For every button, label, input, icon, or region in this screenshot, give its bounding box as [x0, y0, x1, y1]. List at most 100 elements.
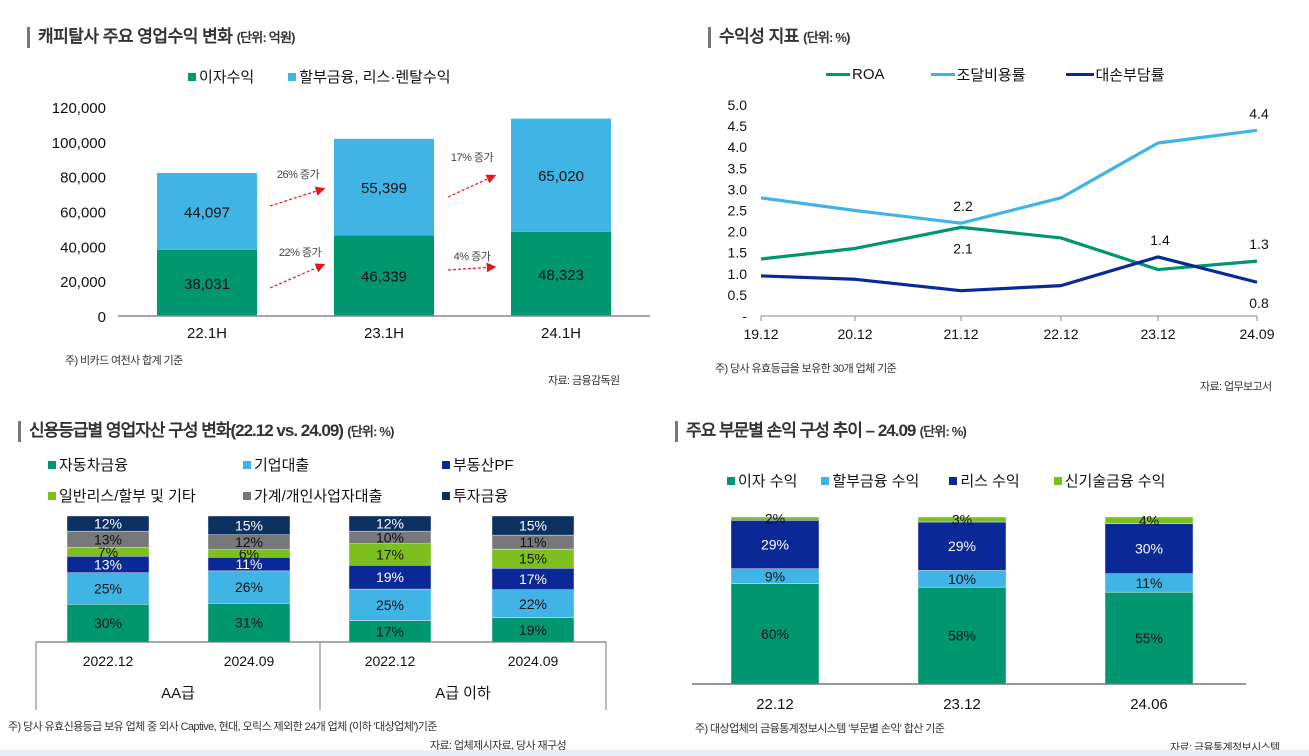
data-label: 12% — [235, 534, 263, 550]
growth-arrow — [269, 186, 326, 207]
bar-segment — [207, 515, 291, 535]
x-tick-label: 24.1H — [541, 325, 581, 342]
legend-swatch-household — [243, 491, 251, 500]
legend-label-interest: 이자수익 — [199, 69, 255, 86]
rating-assets-legend-row1: 자동차금융 기업대출 부동산PF — [48, 454, 514, 475]
legend-label-newtech: 신기술금융 수익 — [1064, 473, 1166, 490]
series-line-대손부담률 — [760, 255, 1258, 293]
data-label: 17% — [519, 571, 547, 587]
bar-segment — [348, 515, 432, 532]
legend-label-installment: 할부금융 수익 — [832, 473, 920, 490]
legend-line-roa — [826, 73, 850, 76]
legend-swatch-interest — [727, 476, 735, 485]
legend-label-interest: 이자 수익 — [738, 473, 798, 490]
segment-income-chart: 60% 9% 29% 2% 22.12 58% 10% 29% 3% 23.12 55% 11% 30%… — [692, 511, 1246, 713]
series-line-조달비용률 — [760, 128, 1258, 225]
data-label: 1.4 — [1150, 232, 1170, 248]
bar-segment — [66, 603, 150, 643]
legend-swatch-corporate — [243, 460, 251, 469]
profitability-legend: ROA 조달비용률 대손부담률 — [826, 64, 1165, 85]
profitability-chart-title: 수익성 지표 (단위: %) — [708, 27, 850, 48]
group-label: AA급 — [161, 685, 195, 702]
bar-segment — [334, 235, 434, 316]
x-tick-label: 23.1H — [364, 325, 404, 342]
y-tick-label: 60,000 — [60, 205, 106, 222]
bottom-divider — [0, 750, 1309, 756]
bar-segment — [207, 603, 291, 643]
data-label: 9% — [765, 568, 785, 584]
data-label: 10% — [376, 529, 404, 545]
data-label: 11% — [1136, 575, 1163, 591]
rating-assets-source: 자료: 업체제시자료, 당사 재구성 — [430, 740, 567, 752]
x-tick-label: 19.12 — [743, 326, 778, 342]
title-unit: (단위: %) — [803, 30, 850, 45]
data-label: 25% — [94, 580, 122, 596]
data-label: 4.4 — [1249, 105, 1269, 121]
segment-income-legend: 이자 수익 할부금융 수익 리스 수익 신기술금융 수익 — [727, 470, 1166, 491]
data-label: 15% — [235, 517, 263, 533]
data-label: 22% — [519, 596, 547, 612]
bar-segment — [334, 138, 434, 236]
group-label: A급 이하 — [435, 685, 491, 702]
y-tick-label: 2.0 — [728, 224, 748, 240]
data-label: 11% — [236, 556, 263, 572]
data-label: 12% — [376, 516, 404, 532]
data-label: 58% — [948, 628, 976, 644]
x-tick-label: 22.12 — [756, 696, 794, 713]
x-tick-label: 24.06 — [1130, 696, 1168, 713]
legend-swatch-lease — [949, 476, 958, 485]
legend-label-auto: 자동차금융 — [59, 457, 129, 474]
data-label: 30% — [1135, 541, 1163, 557]
data-label: 46,339 — [361, 269, 407, 286]
legend-label-investment: 투자금융 — [453, 488, 509, 505]
y-tick-label: 20,000 — [60, 274, 106, 291]
title-unit: (단위: %) — [347, 424, 394, 439]
data-label: 15% — [519, 551, 547, 567]
x-tick-label: 2024.09 — [508, 653, 559, 669]
title-text: 수익성 지표 — [719, 27, 799, 46]
bar-segment — [917, 516, 1007, 523]
y-tick-label: 1.5 — [728, 245, 748, 261]
legend-line-credit-cost — [1065, 73, 1094, 76]
rating-assets-note: 주) 당사 유효신용등급 보유 업체 중 외사 Captive, 현대, 오릭스… — [8, 721, 437, 733]
data-label: 55,399 — [361, 180, 407, 197]
y-tick-label: 1.0 — [728, 266, 748, 282]
bar-segment — [348, 588, 432, 621]
rating-assets-chart-title: 신용등급별 영업자산 구성 변화(22.12 vs. 24.09) (단위: %… — [18, 421, 395, 442]
y-tick-label: 0.5 — [728, 287, 748, 303]
bar-segment — [157, 172, 257, 250]
bar-segment — [917, 521, 1007, 571]
bar-segment — [511, 231, 611, 316]
y-tick-label: 80,000 — [60, 170, 106, 187]
x-tick-label: 23.12 — [1140, 326, 1175, 342]
segment-income-chart-title: 주요 부문별 손익 구성 추이 – 24.09 (단위: %) — [675, 421, 967, 442]
legend-label-installment: 할부금융, 리스·렌탈수익 — [299, 69, 451, 86]
y-tick-label: 4.0 — [728, 139, 748, 155]
bar-segment — [157, 249, 257, 316]
x-tick-label: 2024.09 — [224, 653, 275, 669]
revenue-note: 주) 비카드 여전사 합계 기준 — [65, 355, 183, 367]
bar-segment — [1104, 516, 1194, 524]
data-label: 55% — [1135, 630, 1163, 646]
y-tick-label: 100,000 — [52, 135, 106, 152]
data-label: 11% — [520, 534, 547, 550]
bar-segment — [730, 516, 820, 521]
data-label: 2% — [765, 511, 785, 527]
title-unit: (단위: %) — [919, 424, 967, 439]
title-unit: (단위: 억원) — [236, 30, 296, 45]
x-tick-label: 24.09 — [1239, 326, 1274, 342]
bar-segment — [66, 515, 150, 532]
data-label: 13% — [94, 557, 122, 573]
x-tick-label: 2022.12 — [83, 653, 134, 669]
growth-annotation: 26% 증가 — [277, 168, 320, 181]
bar-segment — [491, 589, 575, 619]
x-tick-label: 23.12 — [943, 696, 981, 713]
revenue-source: 자료: 금융감독원 — [548, 375, 620, 387]
revenue-chart-title: 캐피탈사 주요 영업수익 변화 (단위: 억원) — [27, 27, 295, 48]
data-label: 1.3 — [1249, 236, 1269, 252]
legend-label-pf: 부동산PF — [453, 457, 514, 474]
bar-segment — [1104, 523, 1194, 574]
legend-swatch-lease — [48, 491, 56, 500]
bar-segment — [917, 586, 1007, 685]
data-label: 19% — [376, 569, 404, 585]
